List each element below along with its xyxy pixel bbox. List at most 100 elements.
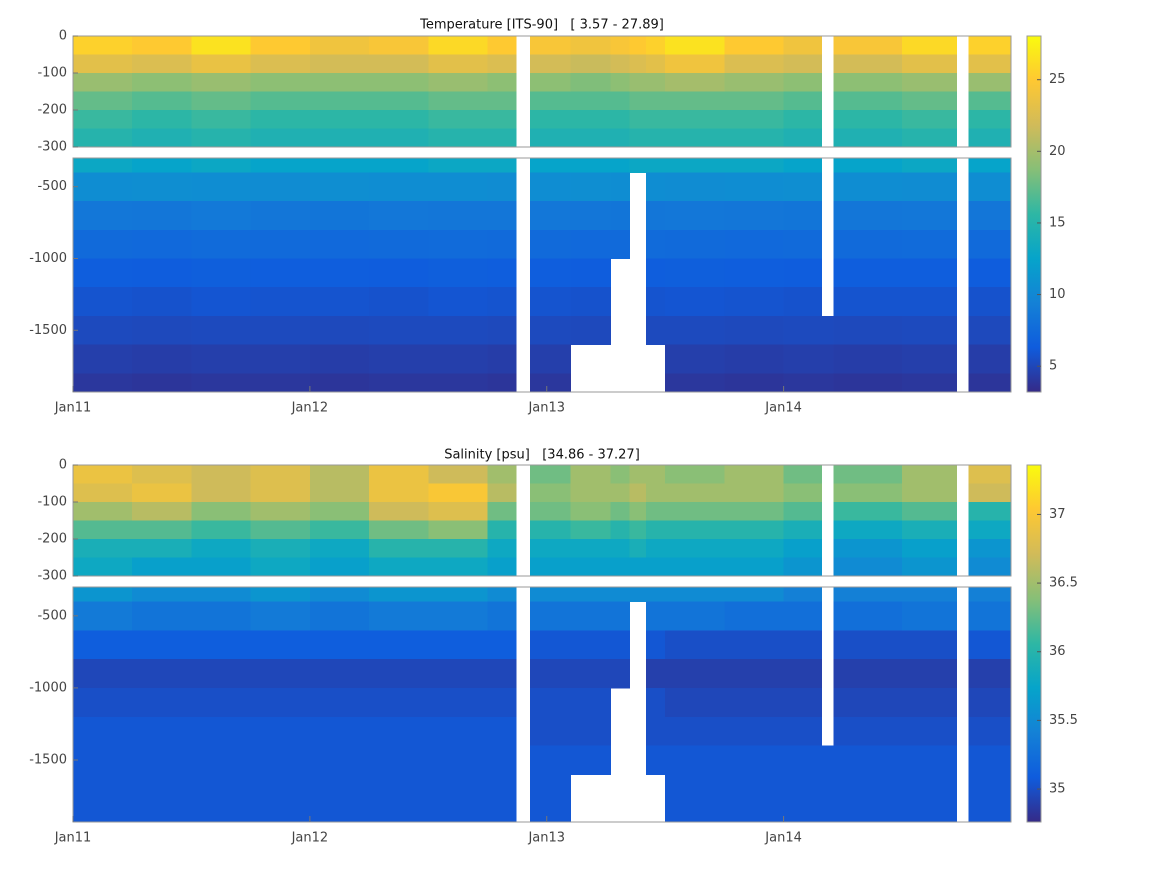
cell	[902, 258, 957, 288]
y-tick-label: -1000	[29, 680, 67, 695]
cell	[132, 258, 192, 288]
cell	[902, 315, 957, 346]
cell	[646, 229, 666, 259]
cell	[530, 73, 571, 92]
cell	[191, 158, 252, 173]
cell	[191, 557, 252, 577]
colorbar-tick-label: 15	[1049, 215, 1066, 230]
cell	[191, 803, 252, 823]
cell	[191, 287, 252, 317]
cell	[570, 73, 612, 92]
cell	[369, 774, 429, 804]
cell	[191, 201, 252, 231]
cell	[250, 502, 311, 521]
cell	[369, 483, 429, 503]
cell	[369, 110, 429, 129]
cell	[369, 73, 429, 92]
cell	[428, 483, 488, 503]
colorbar	[1026, 35, 1042, 393]
cell	[530, 54, 571, 74]
cell	[783, 373, 822, 393]
cell	[821, 373, 834, 393]
cell	[646, 483, 666, 503]
cell	[428, 687, 488, 718]
chart-title: Temperature [ITS-90] [ 3.57 - 27.89]	[419, 18, 664, 33]
cell	[191, 483, 252, 503]
cell	[902, 520, 957, 540]
cell	[369, 687, 429, 718]
x-tick-label: Jan13	[527, 831, 565, 846]
cell	[629, 110, 647, 129]
cell	[132, 287, 192, 317]
cell	[724, 539, 785, 558]
cell	[665, 287, 725, 317]
cell	[191, 601, 252, 631]
cell	[191, 659, 252, 689]
cell	[132, 36, 192, 55]
cell	[487, 229, 517, 259]
cell	[610, 73, 631, 92]
cell	[833, 659, 903, 689]
cell	[132, 229, 192, 259]
cell	[487, 91, 517, 111]
cell	[132, 73, 192, 92]
cell	[629, 557, 647, 577]
cell	[369, 229, 429, 259]
cell	[428, 73, 488, 92]
cell	[73, 36, 133, 55]
cell	[309, 716, 370, 746]
cell	[428, 315, 488, 346]
cell	[610, 229, 631, 259]
cell	[783, 716, 822, 746]
cell	[530, 128, 571, 148]
cell	[487, 483, 517, 503]
cell	[902, 803, 957, 823]
cell	[610, 465, 631, 484]
cell	[191, 774, 252, 804]
cell	[487, 557, 517, 577]
cell	[629, 483, 647, 503]
cell	[309, 36, 370, 55]
cell	[191, 502, 252, 521]
cell	[968, 54, 1012, 74]
cell	[530, 601, 571, 631]
cell	[902, 630, 957, 660]
cell	[665, 587, 725, 602]
cell	[646, 201, 666, 231]
cell	[833, 54, 903, 74]
cell	[646, 465, 666, 484]
cell	[646, 91, 666, 111]
cell	[132, 716, 192, 746]
cell	[487, 774, 517, 804]
cell	[570, 172, 612, 202]
cell	[821, 774, 834, 804]
cell	[665, 659, 725, 689]
cell	[724, 36, 785, 55]
cell	[968, 91, 1012, 111]
cell	[309, 158, 370, 173]
cell	[833, 36, 903, 55]
cell	[665, 128, 725, 148]
cell	[250, 774, 311, 804]
colorbar-tick-label: 35	[1049, 782, 1066, 797]
cell	[724, 716, 785, 746]
cell	[646, 557, 666, 577]
cell	[783, 803, 822, 823]
cell	[530, 659, 571, 689]
cell	[487, 315, 517, 346]
cell	[783, 601, 822, 631]
cell	[428, 465, 488, 484]
cell	[724, 172, 785, 202]
cell	[783, 91, 822, 111]
cell	[724, 502, 785, 521]
cell	[530, 201, 571, 231]
cell	[132, 465, 192, 484]
cell	[191, 172, 252, 202]
cell	[73, 158, 133, 173]
cell	[665, 172, 725, 202]
cell	[629, 128, 647, 148]
cell	[610, 201, 631, 231]
cell	[369, 287, 429, 317]
cell	[73, 601, 133, 631]
cell	[724, 520, 785, 540]
